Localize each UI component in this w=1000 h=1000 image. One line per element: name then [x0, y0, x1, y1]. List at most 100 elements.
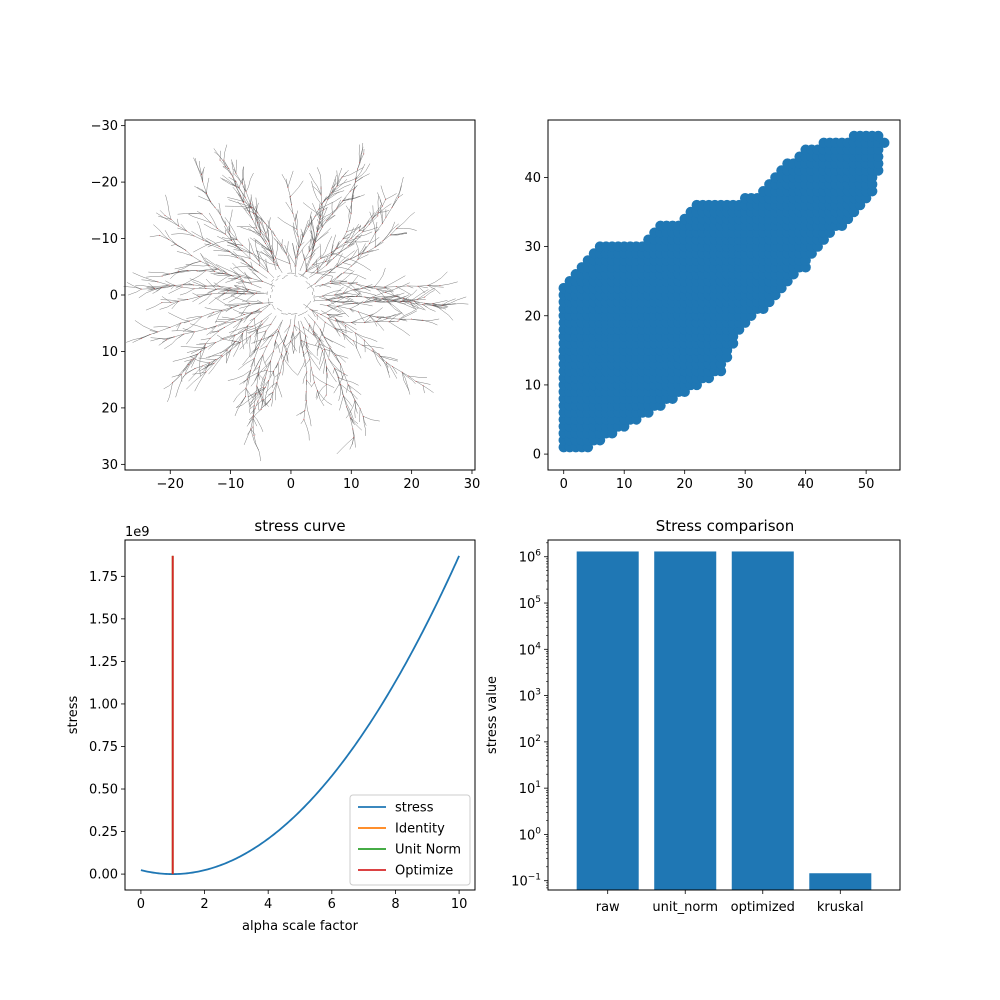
tree-edge: [262, 302, 274, 304]
bar-axes-frame: [547, 539, 901, 891]
tree-edge: [389, 366, 394, 372]
tree-node: [243, 201, 245, 203]
tree-edge: [199, 371, 207, 377]
tree-edge: [380, 298, 390, 301]
tree-edge: [271, 289, 273, 293]
tree-edge: [347, 437, 354, 444]
tree-edge: [256, 299, 263, 304]
tree-edge: [449, 299, 458, 304]
tree-edge: [245, 378, 248, 389]
tree-edge: [167, 396, 170, 403]
tree-node: [297, 250, 299, 252]
tree-edge: [290, 331, 294, 342]
tree-edge: [306, 283, 316, 289]
tree-edge: [191, 231, 197, 235]
tree-node: [247, 378, 249, 380]
tree-edge: [434, 277, 442, 283]
tree-edge: [327, 290, 336, 295]
tree-edge: [193, 157, 198, 167]
tree-edge: [403, 215, 411, 223]
tree-edge: [359, 229, 365, 232]
tree-edge: [228, 290, 238, 292]
tree-edge: [281, 239, 283, 246]
tree-node: [274, 340, 276, 342]
tree-edge: [250, 203, 254, 214]
tree-edge: [257, 323, 263, 330]
tree-edge: [260, 228, 265, 235]
tree-edge: [448, 281, 458, 285]
tree-edge: [257, 212, 266, 224]
tree-edge: [354, 225, 361, 230]
tree-node: [215, 358, 217, 360]
tree-node: [238, 304, 240, 306]
tree-node: [257, 212, 259, 214]
tree-edge: [304, 239, 312, 247]
tree-edge: [206, 237, 215, 243]
tree-edge: [226, 344, 232, 349]
tree-edge: [356, 296, 365, 298]
tree-edge: [315, 390, 318, 399]
tree-node: [192, 284, 194, 286]
tree-edge: [261, 245, 268, 253]
tree-edge: [275, 382, 278, 392]
scatter-axes-frame: [547, 119, 901, 471]
tree-node: [352, 428, 354, 430]
tree-node: [169, 326, 171, 328]
tree-edge: [335, 320, 343, 323]
tree-edge: [309, 325, 314, 335]
tree-node: [281, 244, 283, 246]
tree-edge: [322, 284, 332, 288]
tree-node: [243, 314, 245, 316]
tree-node: [277, 265, 279, 267]
tree-edge: [327, 318, 333, 326]
tree-edge: [248, 392, 253, 398]
tree-edge: [401, 294, 410, 299]
tree-node: [206, 193, 208, 195]
tree-edge: [327, 258, 333, 262]
tree-node: [267, 271, 269, 273]
tree-node: [320, 313, 322, 315]
tree-edge: [205, 338, 211, 345]
tree-edge: [229, 340, 235, 342]
tree-edge: [349, 181, 356, 192]
tree-node: [279, 372, 281, 374]
tree-edge: [319, 343, 323, 351]
tree-node: [320, 257, 322, 259]
tree-edge: [312, 259, 318, 266]
tree-node: [338, 252, 340, 254]
tree-edge: [171, 233, 181, 235]
tree-nodes: [140, 153, 443, 439]
tree-edge: [250, 172, 254, 180]
tree-edge: [254, 292, 267, 295]
tree-edge: [350, 230, 360, 239]
tree-node: [245, 191, 247, 193]
tree-edge: [235, 318, 243, 322]
tree-node: [340, 383, 342, 385]
tree-edge: [331, 322, 336, 328]
tree-edge: [342, 321, 351, 327]
tree-edge: [213, 309, 223, 311]
tree-edge: [185, 365, 190, 373]
tree-edge: [320, 329, 325, 338]
tree-edge: [235, 181, 240, 189]
tree-edge: [353, 249, 358, 256]
tree-edge: [322, 295, 329, 300]
tree-node: [260, 311, 262, 313]
tree-node: [331, 192, 333, 194]
tree-edge: [234, 285, 240, 290]
tree-edge: [348, 282, 357, 285]
tree-edge: [412, 380, 416, 385]
tree-edge: [272, 329, 278, 336]
tree-edge: [279, 360, 284, 373]
tree-edge: [418, 304, 425, 310]
tree-edge: [357, 291, 363, 296]
tree-node: [347, 384, 349, 386]
tree-edge: [365, 304, 373, 307]
tree-edge: [331, 243, 334, 253]
tree-node: [353, 437, 355, 439]
tree-edge: [294, 229, 299, 237]
tree-edge: [168, 290, 176, 294]
tree-node: [270, 229, 272, 231]
tree-edge: [326, 373, 328, 385]
tree-edge: [335, 246, 341, 250]
